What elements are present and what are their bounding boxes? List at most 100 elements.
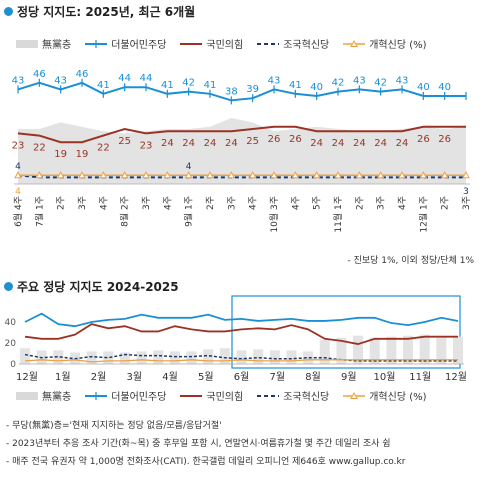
month-label: 4월	[162, 371, 178, 383]
rfm-point	[312, 171, 321, 179]
legend2-ppp: 국민의힘	[180, 392, 244, 403]
legend2-dem: 더불어민주당	[85, 391, 167, 403]
x-tick-label: 2주	[354, 196, 365, 210]
ppp-value-label: 25	[118, 136, 131, 147]
dem-line	[24, 312, 459, 328]
month-label: 9월	[341, 371, 357, 383]
month-label: 8월	[305, 371, 321, 383]
y-tick-label: 0	[10, 360, 16, 370]
nopa-bar	[269, 350, 280, 364]
title-bullet-icon	[4, 282, 13, 291]
chart2-title: 주요 정당 지지도 2024-2025	[4, 278, 179, 295]
recent-period-box	[231, 295, 461, 369]
x-tick-label: 6월 4주	[12, 196, 24, 227]
dem-value-label: 42	[332, 78, 345, 89]
nopa-bar	[153, 350, 164, 364]
nopa-bar	[86, 351, 97, 364]
nopa-bar	[169, 351, 180, 364]
dem-value-label: 44	[118, 73, 131, 84]
ppp-value-label: 22	[33, 143, 46, 154]
reb-line	[17, 174, 466, 179]
legend-rfm: 개혁신당 (%)	[343, 36, 427, 51]
month-label: 2월	[91, 371, 107, 383]
ppp-value-label: 22	[97, 143, 110, 154]
rfm-point	[334, 171, 342, 179]
dem-value-label: 41	[97, 80, 110, 91]
dem-value-label: 41	[161, 80, 174, 91]
rfm-point	[355, 171, 364, 179]
x-tick-label: 4주	[98, 196, 109, 210]
rfm-point	[142, 171, 150, 179]
dem-value-label: 43	[396, 75, 409, 86]
rfm-point	[462, 171, 470, 179]
nopa-bar	[119, 352, 130, 364]
month-label: 5월	[198, 371, 214, 383]
month-label: 12월	[445, 371, 467, 383]
x-tick-label: 4주	[162, 196, 173, 210]
nopa-bar	[386, 336, 397, 364]
x-tick-label: 11월 1주	[332, 196, 344, 233]
rfm-point	[78, 171, 86, 179]
x-tick-label: 2주	[440, 196, 451, 210]
ppp-value-label: 24	[182, 138, 195, 149]
x-tick-label: 3주	[77, 196, 88, 210]
legend2-rfm: 개혁신당 (%)	[343, 388, 427, 403]
rfm-point	[120, 171, 129, 179]
footnote-2: - 2023년부터 추응 조사 기간(화~목) 중 후무일 포함 시, 연말연시…	[6, 439, 391, 449]
nopa-bar	[419, 334, 430, 364]
footnote-1: - 무당(無黨)층='현재 지지하는 정당 없음/모름/응답거절'	[6, 421, 222, 431]
x-tick-label: 3주	[376, 196, 387, 210]
nopa-bar	[286, 350, 297, 364]
rfm-line	[24, 359, 458, 363]
dem-value-label: 43	[268, 75, 281, 86]
nopa-bar	[303, 351, 314, 364]
nopa-bar	[53, 350, 64, 364]
dem-value-label: 43	[12, 75, 25, 86]
rfm-point	[99, 171, 108, 179]
rfm-point	[291, 171, 300, 179]
ppp-value-label: 24	[310, 138, 323, 149]
minor-party-note: - 진보당 1%, 이외 정당/단체 1%	[347, 256, 474, 266]
nopa-bar	[103, 351, 114, 364]
x-tick-label: 10월 3주	[268, 196, 280, 233]
rfm-point	[35, 171, 44, 179]
dem-value-label: 40	[310, 82, 323, 93]
dem-value-label: 39	[246, 84, 259, 95]
nopa-bar	[353, 335, 364, 364]
x-tick-label: 8월 2주	[119, 196, 131, 227]
ppp-value-label: 24	[161, 138, 174, 149]
dem-value-label: 38	[225, 86, 238, 97]
x-tick-label: 3주	[226, 196, 237, 210]
legend-dem: 더불어민주당	[85, 39, 167, 51]
month-label: 12월	[16, 371, 38, 383]
rfm-point	[206, 171, 214, 179]
legend-ppp: 국민의힘	[180, 40, 244, 51]
rfm-point	[163, 171, 172, 179]
rfm-point	[184, 171, 193, 179]
nopa-area	[18, 118, 466, 184]
rfm-point	[440, 171, 449, 179]
x-tick-label: 9월 1주	[183, 196, 195, 227]
chart1-legend: 無黨층 더불어민주당 국민의힘 조국혁신당 개혁신당 (%)	[16, 36, 441, 51]
nopa-bar	[203, 349, 214, 364]
ppp-value-label: 24	[396, 138, 409, 149]
ppp-value-label: 19	[54, 149, 67, 160]
month-label: 11월	[409, 371, 431, 383]
dem-value-label: 41	[204, 80, 217, 91]
dem-value-label: 42	[374, 78, 387, 89]
rfm-point	[248, 171, 257, 179]
ppp-value-label: 24	[374, 138, 387, 149]
rfm-point	[56, 171, 65, 179]
dem-value-label: 41	[289, 80, 302, 91]
nopa-bar	[219, 348, 230, 364]
month-label: 10월	[374, 371, 396, 383]
legend-nopa: 無黨층	[16, 36, 71, 51]
rfm-point	[376, 171, 385, 179]
ppp-value-label: 24	[204, 138, 217, 149]
rfm-point	[398, 171, 406, 179]
legend2-nopa: 無黨층	[16, 388, 71, 403]
nopa-bar	[186, 351, 197, 364]
ppp-value-label: 24	[353, 138, 366, 149]
dem-value-label: 43	[353, 75, 366, 86]
